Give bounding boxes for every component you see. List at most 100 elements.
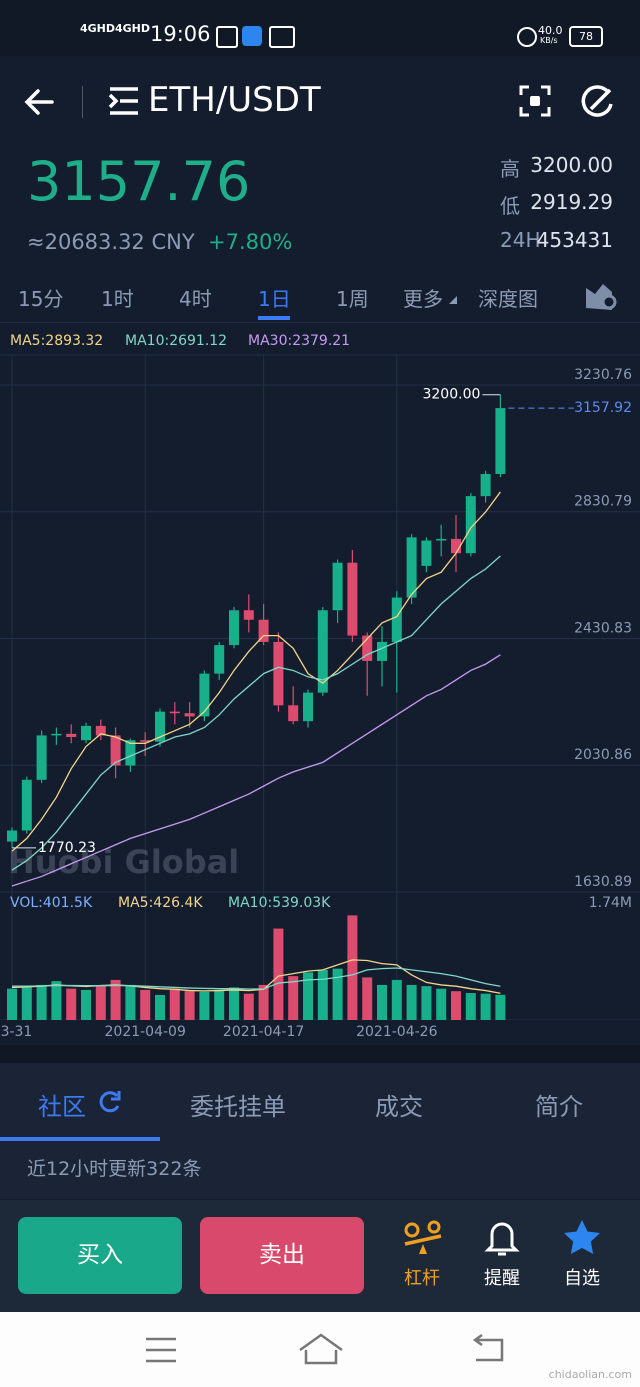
ma-line	[11, 555, 501, 871]
alarm-icon	[517, 27, 537, 47]
candle-body	[243, 610, 254, 620]
volume-bar	[21, 986, 32, 1020]
site-watermark: chidaolian.com	[548, 1368, 632, 1381]
volume-ma-line	[12, 967, 501, 990]
app-icon	[242, 26, 262, 46]
y-tick-label: 2030.86	[574, 747, 632, 763]
status-bar: 4GHD 4GHD 19:06 40.0 KB/s 78	[0, 0, 640, 56]
volume-bar	[347, 915, 358, 1020]
candle-body	[169, 711, 180, 714]
volume-bar	[436, 988, 447, 1020]
nav-home[interactable]	[298, 1332, 344, 1366]
speed: 40.0	[538, 24, 563, 37]
nav-back[interactable]	[470, 1334, 506, 1364]
ma-line	[11, 491, 501, 852]
back-button[interactable]	[22, 84, 58, 120]
timeframe-tab[interactable]: 1周	[336, 287, 369, 311]
candle-body	[495, 408, 506, 474]
candle-body	[229, 610, 239, 646]
legend-entry: MA10:2691.12	[125, 333, 227, 349]
favorite-icon[interactable]	[562, 1218, 602, 1258]
change: +7.80%	[208, 230, 293, 254]
volume-bar	[110, 979, 121, 1020]
volume-bar	[303, 972, 313, 1020]
candle-body	[480, 473, 491, 497]
buy-button[interactable]: 买入	[18, 1217, 182, 1294]
sell-button[interactable]: 卖出	[200, 1217, 364, 1294]
leverage-icon[interactable]	[402, 1220, 444, 1256]
stat-value: 3200.00	[530, 153, 613, 177]
timeframe-tab[interactable]: 1时	[101, 287, 134, 311]
update-note: 近12小时更新322条	[27, 1158, 202, 1180]
timeframe-tab[interactable]: 15分	[18, 287, 64, 311]
timeframe-tab[interactable]: 4时	[179, 287, 212, 311]
timeframe-tab[interactable]: 1日	[258, 287, 291, 311]
candle-body	[258, 619, 269, 642]
low-label: 1770.23	[38, 840, 96, 856]
divider	[82, 86, 83, 118]
volume-bar	[125, 984, 136, 1020]
section-tab[interactable]: 委托挂单	[190, 1093, 286, 1121]
kline-chart: 03-31 2021-04-09 2021-04-17 2021-04-26 3230.…	[0, 333, 640, 1045]
volume-bar	[199, 991, 210, 1020]
section-tab[interactable]: 简介	[535, 1093, 583, 1121]
volume-bar	[362, 977, 373, 1020]
candle-body	[125, 740, 136, 766]
x-tick-label: 2021-04-09	[105, 1024, 186, 1040]
candle-body	[465, 496, 476, 554]
last-price: 3157.76	[27, 150, 251, 213]
alert-icon[interactable]	[484, 1218, 520, 1258]
y-tick-label: 3230.76	[574, 367, 632, 383]
candle-body	[36, 735, 47, 780]
volume-bar	[184, 991, 195, 1020]
section-tab[interactable]: 成交	[375, 1093, 423, 1121]
volume-legend: MA10:539.03K	[228, 895, 331, 911]
candle-body	[214, 645, 225, 674]
volume-bar	[406, 984, 417, 1020]
candle-body	[317, 610, 328, 693]
candle-body	[51, 733, 62, 736]
volume-bar	[214, 989, 225, 1020]
timeframe-tab[interactable]: 更多	[403, 287, 443, 311]
candle-body	[95, 725, 106, 736]
stat-value: 453431	[536, 228, 613, 252]
timeframe-tab[interactable]: 深度图	[478, 287, 538, 311]
nav-menu[interactable]	[145, 1336, 177, 1364]
settings-icon[interactable]	[584, 280, 618, 310]
candle-body	[362, 635, 373, 661]
ma-line	[11, 654, 501, 887]
menu-icon[interactable]	[108, 86, 140, 116]
volume-bar	[421, 986, 432, 1020]
section-tab[interactable]: 社区	[38, 1093, 86, 1121]
y-tick-label: 2830.79	[574, 494, 632, 510]
legend-entry: MA5:2893.32	[10, 333, 103, 349]
alert-label[interactable]: 提醒	[484, 1268, 520, 1289]
volume-bar	[332, 968, 343, 1020]
candle-body	[451, 538, 461, 554]
date-axis-bg	[0, 1020, 640, 1045]
share-icon[interactable]	[580, 84, 616, 120]
candle-body	[110, 735, 121, 766]
volume-bar	[155, 994, 165, 1020]
stat-label: 高	[500, 157, 520, 181]
candle-body	[7, 830, 17, 842]
tab-bar: 社区 委托挂单 成交 简介	[0, 1063, 640, 1142]
volume-bar	[391, 979, 402, 1020]
candle-body	[303, 692, 313, 722]
candle-body	[332, 562, 343, 611]
favorite-label[interactable]: 自选	[564, 1268, 600, 1289]
volume-bar	[229, 987, 239, 1020]
candle-body	[273, 641, 284, 706]
volume-bar	[169, 988, 180, 1020]
volume-bar	[480, 993, 491, 1020]
network: 4GHD	[115, 22, 151, 35]
last-price-label: 3157.92	[574, 400, 632, 416]
stat-label: 低	[500, 194, 520, 218]
x-tick-label: 2021-04-17	[223, 1024, 304, 1040]
pair-title: ETH/USDT	[148, 80, 321, 120]
scan-icon[interactable]	[518, 84, 552, 118]
y-tick-label: 1630.89	[574, 874, 632, 890]
leverage-label[interactable]: 杠杆	[404, 1268, 440, 1289]
action-bar: 买入 卖出 杠杆 提醒 自选	[0, 1200, 640, 1312]
refresh-icon[interactable]	[96, 1089, 122, 1115]
